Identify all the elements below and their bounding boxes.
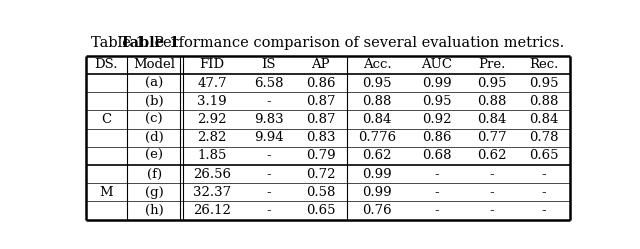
- Text: (a): (a): [145, 77, 163, 90]
- Text: -: -: [541, 186, 547, 199]
- Text: 0.99: 0.99: [362, 168, 392, 181]
- Text: Acc.: Acc.: [363, 58, 392, 71]
- Text: -: -: [266, 168, 271, 181]
- Text: (b): (b): [145, 95, 163, 108]
- Text: 0.99: 0.99: [362, 186, 392, 199]
- Text: 26.12: 26.12: [193, 204, 231, 217]
- Text: FID: FID: [200, 58, 225, 71]
- Text: AP: AP: [312, 58, 330, 71]
- Text: 0.84: 0.84: [363, 113, 392, 126]
- Text: 0.78: 0.78: [529, 131, 559, 144]
- Text: Model: Model: [133, 58, 175, 71]
- Text: 0.84: 0.84: [529, 113, 559, 126]
- Text: -: -: [490, 186, 494, 199]
- Text: 0.88: 0.88: [477, 95, 506, 108]
- Text: Rec.: Rec.: [529, 58, 559, 71]
- Text: 0.72: 0.72: [306, 168, 335, 181]
- Text: -: -: [435, 204, 439, 217]
- Text: (e): (e): [145, 149, 163, 162]
- Text: 0.87: 0.87: [306, 95, 335, 108]
- Text: AUC: AUC: [421, 58, 452, 71]
- Text: 26.56: 26.56: [193, 168, 231, 181]
- Text: M: M: [99, 186, 113, 199]
- Text: -: -: [541, 168, 547, 181]
- Text: 0.88: 0.88: [529, 95, 559, 108]
- Text: -: -: [266, 95, 271, 108]
- Text: -: -: [490, 168, 494, 181]
- Text: 0.79: 0.79: [306, 149, 335, 162]
- Text: Pre.: Pre.: [478, 58, 506, 71]
- Text: 1.85: 1.85: [197, 149, 227, 162]
- Text: 0.86: 0.86: [306, 77, 335, 90]
- Text: 0.99: 0.99: [422, 77, 451, 90]
- Text: 0.68: 0.68: [422, 149, 451, 162]
- Text: DS.: DS.: [95, 58, 118, 71]
- Text: 0.62: 0.62: [362, 149, 392, 162]
- Text: (c): (c): [145, 113, 163, 126]
- Text: 0.95: 0.95: [422, 95, 451, 108]
- Text: 9.94: 9.94: [254, 131, 284, 144]
- Text: (d): (d): [145, 131, 163, 144]
- Text: 9.83: 9.83: [254, 113, 284, 126]
- Text: 0.76: 0.76: [362, 204, 392, 217]
- Text: 0.84: 0.84: [477, 113, 506, 126]
- Text: 0.83: 0.83: [306, 131, 335, 144]
- Text: 0.95: 0.95: [362, 77, 392, 90]
- Text: 0.776: 0.776: [358, 131, 396, 144]
- Text: 0.65: 0.65: [306, 204, 335, 217]
- Text: -: -: [435, 186, 439, 199]
- Text: Table 1. Performance comparison of several evaluation metrics.: Table 1. Performance comparison of sever…: [92, 36, 564, 50]
- Text: -: -: [266, 149, 271, 162]
- Text: Table 1: Table 1: [120, 36, 180, 50]
- Text: 0.87: 0.87: [306, 113, 335, 126]
- Text: 0.62: 0.62: [477, 149, 506, 162]
- Text: 32.37: 32.37: [193, 186, 231, 199]
- Text: 0.95: 0.95: [529, 77, 559, 90]
- Text: -: -: [435, 168, 439, 181]
- Text: 2.92: 2.92: [197, 113, 227, 126]
- Text: 2.82: 2.82: [197, 131, 227, 144]
- Text: -: -: [266, 204, 271, 217]
- Text: 0.77: 0.77: [477, 131, 507, 144]
- Text: (g): (g): [145, 186, 163, 199]
- Text: 47.7: 47.7: [197, 77, 227, 90]
- Text: 0.92: 0.92: [422, 113, 451, 126]
- Text: 0.95: 0.95: [477, 77, 506, 90]
- Text: 3.19: 3.19: [197, 95, 227, 108]
- Text: 0.65: 0.65: [529, 149, 559, 162]
- Text: IS: IS: [261, 58, 276, 71]
- Text: -: -: [266, 186, 271, 199]
- Text: C: C: [101, 113, 111, 126]
- Text: 0.58: 0.58: [306, 186, 335, 199]
- Text: 0.88: 0.88: [363, 95, 392, 108]
- Text: (h): (h): [145, 204, 163, 217]
- Text: -: -: [541, 204, 547, 217]
- Text: -: -: [490, 204, 494, 217]
- Text: 6.58: 6.58: [254, 77, 284, 90]
- Text: (f): (f): [147, 168, 162, 181]
- Text: 0.86: 0.86: [422, 131, 451, 144]
